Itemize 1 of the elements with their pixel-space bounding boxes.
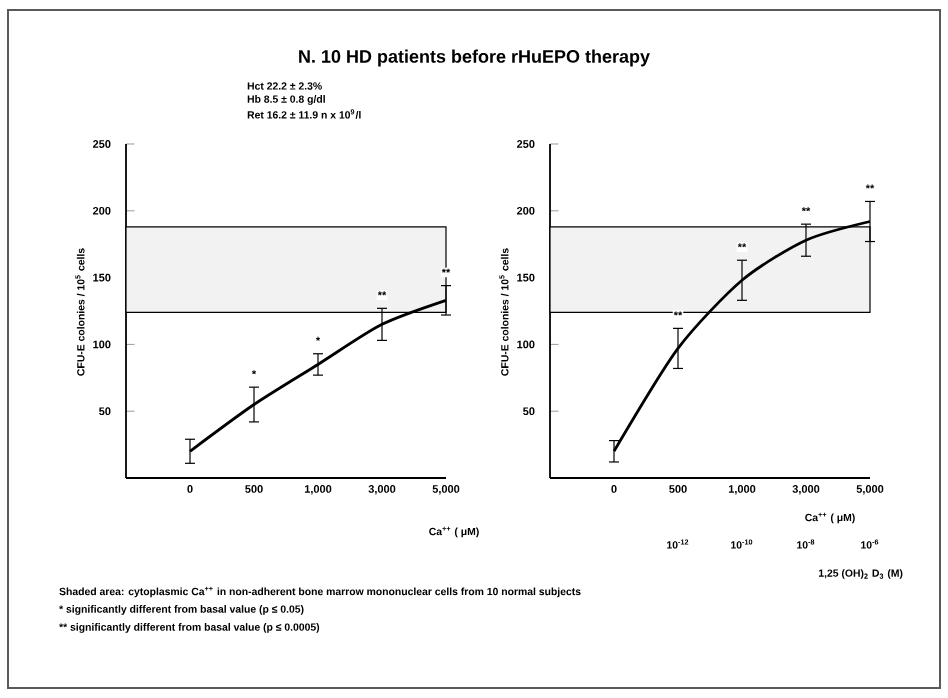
chart-title: N. 10 HD patients before rHuEPO therapy bbox=[299, 49, 650, 67]
